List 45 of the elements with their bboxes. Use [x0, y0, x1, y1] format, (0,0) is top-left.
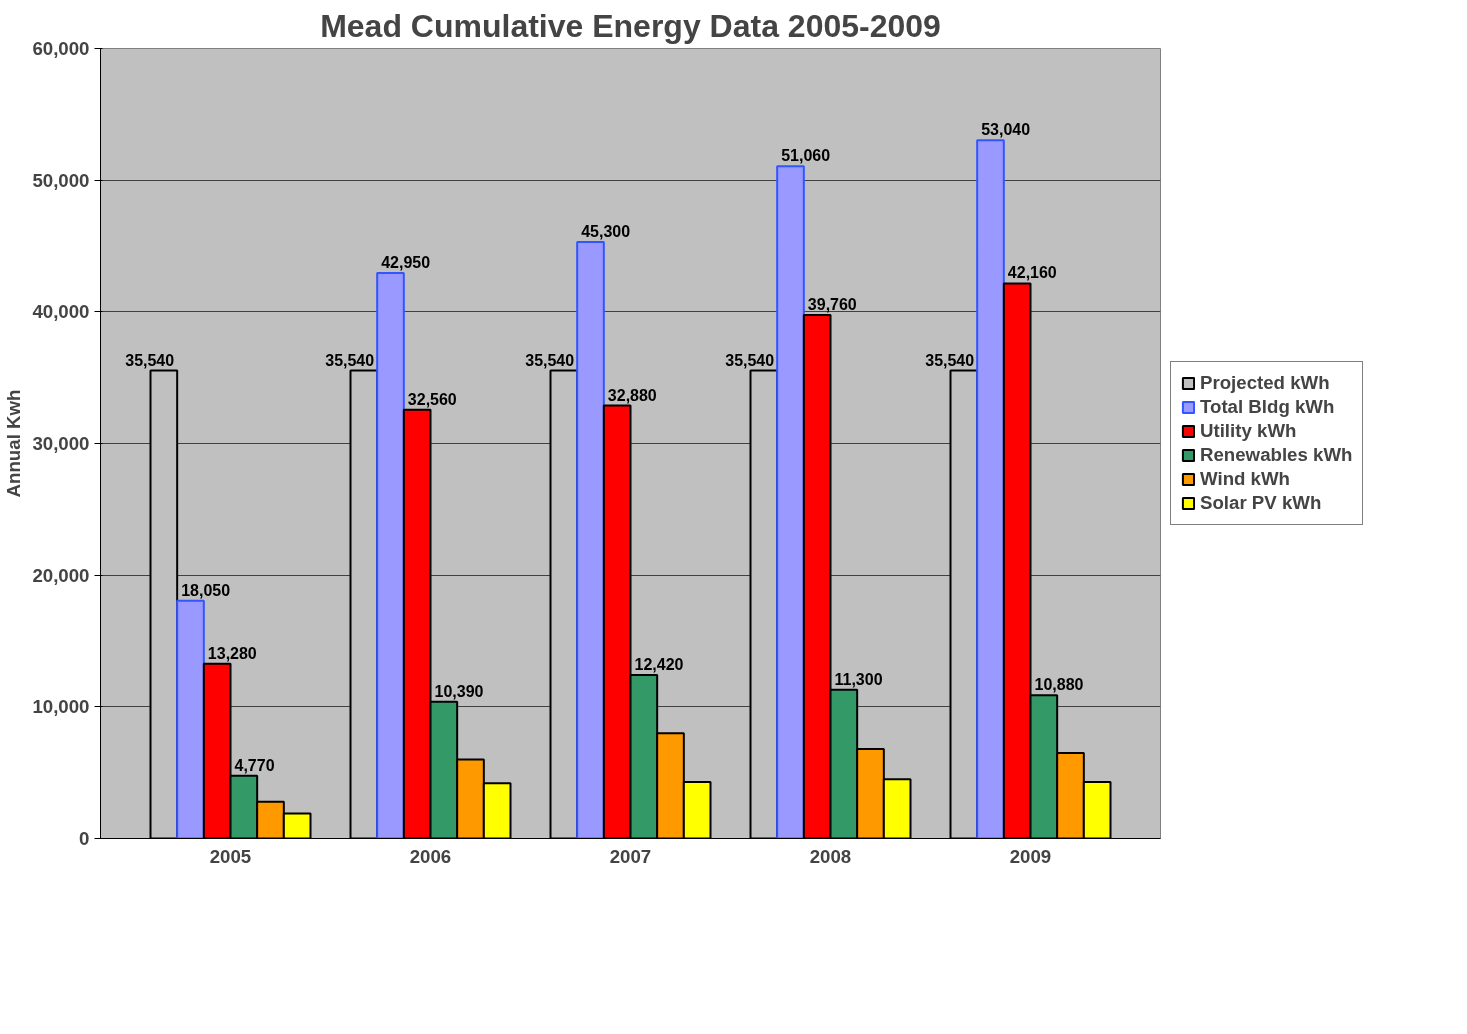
data-label: 35,540	[925, 351, 975, 369]
data-label: 32,880	[607, 386, 657, 404]
data-label: 12,420	[634, 655, 684, 673]
chart-title: Mead Cumulative Energy Data 2005-2009	[320, 7, 941, 44]
y-tick-label: 60,000	[32, 38, 90, 59]
bar	[976, 139, 1005, 839]
data-label: 11,300	[834, 670, 883, 688]
legend-label: Projected kWh	[1200, 372, 1330, 394]
x-tick-label: 2005	[209, 845, 252, 867]
data-label: 35,540	[325, 351, 375, 369]
data-label: 32,560	[407, 390, 457, 408]
y-tick-label: 50,000	[32, 169, 90, 191]
bar	[176, 599, 205, 839]
data-label: 18,050	[181, 581, 231, 599]
data-label: 13,280	[207, 644, 257, 662]
legend-label: Utility kWh	[1200, 420, 1297, 442]
x-tick-label: 2007	[609, 845, 652, 867]
data-label: 35,540	[525, 351, 575, 369]
data-label: 10,880	[1034, 676, 1084, 694]
y-tick-label: 30,000	[32, 433, 90, 454]
data-label: 35,540	[125, 351, 175, 369]
x-tick-label: 2006	[409, 845, 452, 867]
legend-label: Solar PV kWh	[1200, 492, 1322, 514]
data-label: 51,060	[781, 147, 831, 165]
data-label: 39,760	[807, 295, 857, 313]
y-tick-label: 40,000	[32, 301, 90, 323]
legend-label: Renewables kWh	[1200, 444, 1353, 466]
x-tick-label: 2008	[809, 845, 852, 867]
bar	[776, 165, 805, 839]
bar	[376, 271, 405, 839]
data-label: 42,950	[381, 253, 431, 271]
data-label: 4,770	[234, 756, 275, 774]
y-tick-label: 20,000	[32, 564, 90, 586]
x-tick-label: 2009	[1009, 845, 1052, 867]
y-axis-title: Annual Kwh	[3, 389, 25, 498]
data-label: 45,300	[581, 223, 631, 241]
y-tick-label: 0	[79, 828, 90, 849]
data-label: 10,390	[434, 682, 484, 700]
data-label: 53,040	[981, 121, 1031, 139]
y-tick-label: 10,000	[32, 696, 90, 718]
bar	[576, 241, 605, 839]
data-label: 35,540	[725, 351, 775, 369]
legend-label: Total Bldg kWh	[1200, 396, 1335, 418]
legend-label: Wind kWh	[1200, 468, 1290, 490]
data-label: 42,160	[1007, 264, 1057, 282]
